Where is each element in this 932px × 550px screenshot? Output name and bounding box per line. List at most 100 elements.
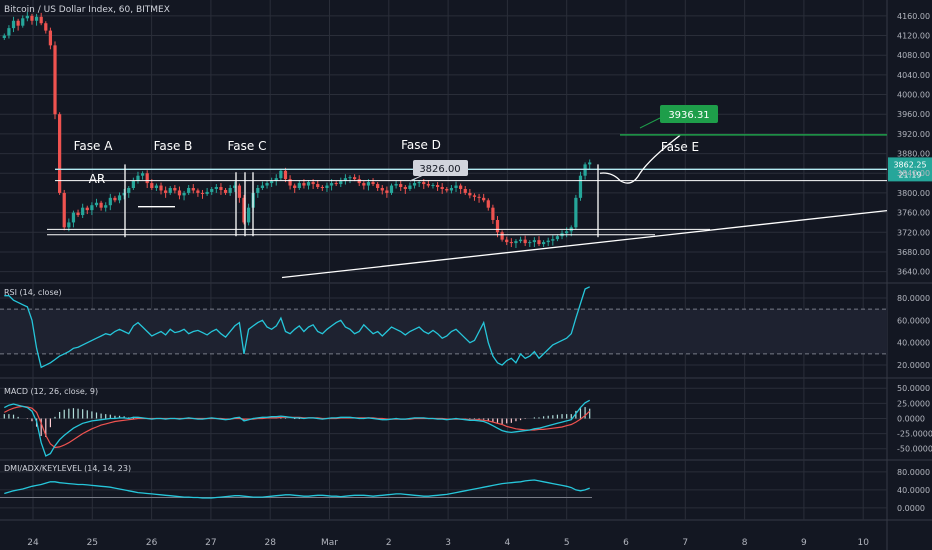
- candle-body[interactable]: [385, 190, 389, 193]
- candle-body[interactable]: [159, 185, 163, 191]
- candle-body[interactable]: [283, 170, 288, 180]
- candle-body[interactable]: [223, 189, 228, 193]
- candle-body[interactable]: [117, 195, 122, 201]
- candle-body[interactable]: [127, 188, 131, 193]
- candle-body[interactable]: [210, 188, 214, 192]
- candle-body[interactable]: [546, 240, 550, 243]
- candle-body[interactable]: [578, 175, 583, 198]
- candle-body[interactable]: [468, 192, 472, 196]
- candle-body[interactable]: [279, 170, 283, 179]
- candle-body[interactable]: [233, 185, 237, 188]
- candle-body[interactable]: [62, 192, 66, 228]
- candle-body[interactable]: [81, 207, 85, 216]
- candle-body[interactable]: [214, 187, 218, 189]
- candle-body[interactable]: [99, 202, 103, 208]
- candle-body[interactable]: [334, 183, 338, 185]
- candle-body[interactable]: [145, 173, 149, 184]
- candle-body[interactable]: [76, 212, 80, 216]
- candle-body[interactable]: [44, 23, 48, 31]
- candle-body[interactable]: [445, 188, 449, 191]
- candle-body[interactable]: [7, 28, 11, 36]
- candle-body[interactable]: [417, 182, 421, 184]
- candle-body[interactable]: [394, 184, 398, 186]
- candle-body[interactable]: [53, 45, 57, 115]
- candle-body[interactable]: [495, 219, 500, 233]
- candle-body[interactable]: [325, 185, 329, 188]
- current-price-tag[interactable]: [888, 157, 932, 182]
- candle-body[interactable]: [376, 184, 380, 188]
- candle-body[interactable]: [482, 197, 486, 201]
- candle-body[interactable]: [306, 182, 311, 186]
- candle-body[interactable]: [2, 35, 6, 38]
- rsi-line[interactable]: [4, 286, 590, 369]
- candle-body[interactable]: [182, 192, 186, 196]
- candle-body[interactable]: [16, 20, 20, 26]
- candle-body[interactable]: [509, 242, 513, 244]
- candle-body[interactable]: [454, 185, 458, 188]
- candle-body[interactable]: [588, 162, 592, 165]
- candle-body[interactable]: [551, 239, 555, 241]
- candle-body[interactable]: [265, 183, 269, 186]
- dmi-adx-line[interactable]: [4, 479, 590, 499]
- candle-body[interactable]: [297, 183, 301, 188]
- candle-body[interactable]: [34, 16, 39, 21]
- candle-body[interactable]: [67, 222, 71, 228]
- candle-body[interactable]: [242, 197, 246, 223]
- rsi-panel[interactable]: [0, 286, 887, 369]
- candle-body[interactable]: [463, 188, 467, 193]
- candle-body[interactable]: [104, 205, 108, 208]
- macd-panel[interactable]: [0, 387, 887, 457]
- candle-body[interactable]: [196, 190, 200, 193]
- candle-body[interactable]: [316, 184, 320, 188]
- candle-body[interactable]: [371, 182, 375, 185]
- candle-body[interactable]: [71, 212, 76, 223]
- candle-body[interactable]: [505, 239, 509, 243]
- candle-body[interactable]: [256, 188, 260, 193]
- candle-body[interactable]: [85, 207, 89, 211]
- candle-body[interactable]: [422, 182, 426, 185]
- candle-body[interactable]: [25, 15, 29, 19]
- candle-body[interactable]: [380, 188, 384, 191]
- candle-body[interactable]: [426, 184, 430, 186]
- candle-body[interactable]: [353, 177, 357, 180]
- candle-body[interactable]: [154, 185, 159, 188]
- candle-body[interactable]: [219, 187, 223, 190]
- candle-body[interactable]: [366, 182, 371, 186]
- candle-body[interactable]: [486, 200, 490, 208]
- candle-body[interactable]: [348, 177, 352, 179]
- candle-body[interactable]: [403, 187, 407, 189]
- candle-body[interactable]: [339, 180, 343, 185]
- candle-body[interactable]: [523, 239, 527, 244]
- candle-body[interactable]: [164, 190, 168, 193]
- candle-body[interactable]: [11, 20, 16, 29]
- candle-body[interactable]: [477, 196, 481, 198]
- candle-body[interactable]: [293, 185, 297, 188]
- candle-body[interactable]: [541, 242, 546, 245]
- candle-body[interactable]: [191, 188, 195, 191]
- candle-body[interactable]: [228, 188, 232, 193]
- candle-body[interactable]: [435, 185, 440, 188]
- candle-body[interactable]: [150, 183, 154, 188]
- candle-body[interactable]: [173, 188, 177, 191]
- candle-body[interactable]: [260, 185, 265, 188]
- candle-body[interactable]: [205, 191, 209, 194]
- macd-line[interactable]: [3, 399, 591, 457]
- candle-body[interactable]: [177, 190, 182, 196]
- candle-body[interactable]: [555, 236, 560, 240]
- candle-body[interactable]: [140, 173, 145, 176]
- candle-body[interactable]: [431, 185, 435, 187]
- candle-body[interactable]: [302, 183, 306, 186]
- candle-body[interactable]: [113, 197, 117, 201]
- candle-body[interactable]: [472, 195, 477, 197]
- candle-body[interactable]: [528, 242, 532, 244]
- candle-body[interactable]: [246, 207, 251, 223]
- candle-body[interactable]: [537, 240, 541, 245]
- candle-body[interactable]: [311, 182, 315, 185]
- candle-body[interactable]: [412, 183, 417, 186]
- candle-body[interactable]: [136, 175, 140, 181]
- candle-body[interactable]: [48, 30, 53, 46]
- candle-body[interactable]: [200, 192, 205, 194]
- candle-body[interactable]: [108, 197, 112, 206]
- candle-body[interactable]: [320, 187, 324, 189]
